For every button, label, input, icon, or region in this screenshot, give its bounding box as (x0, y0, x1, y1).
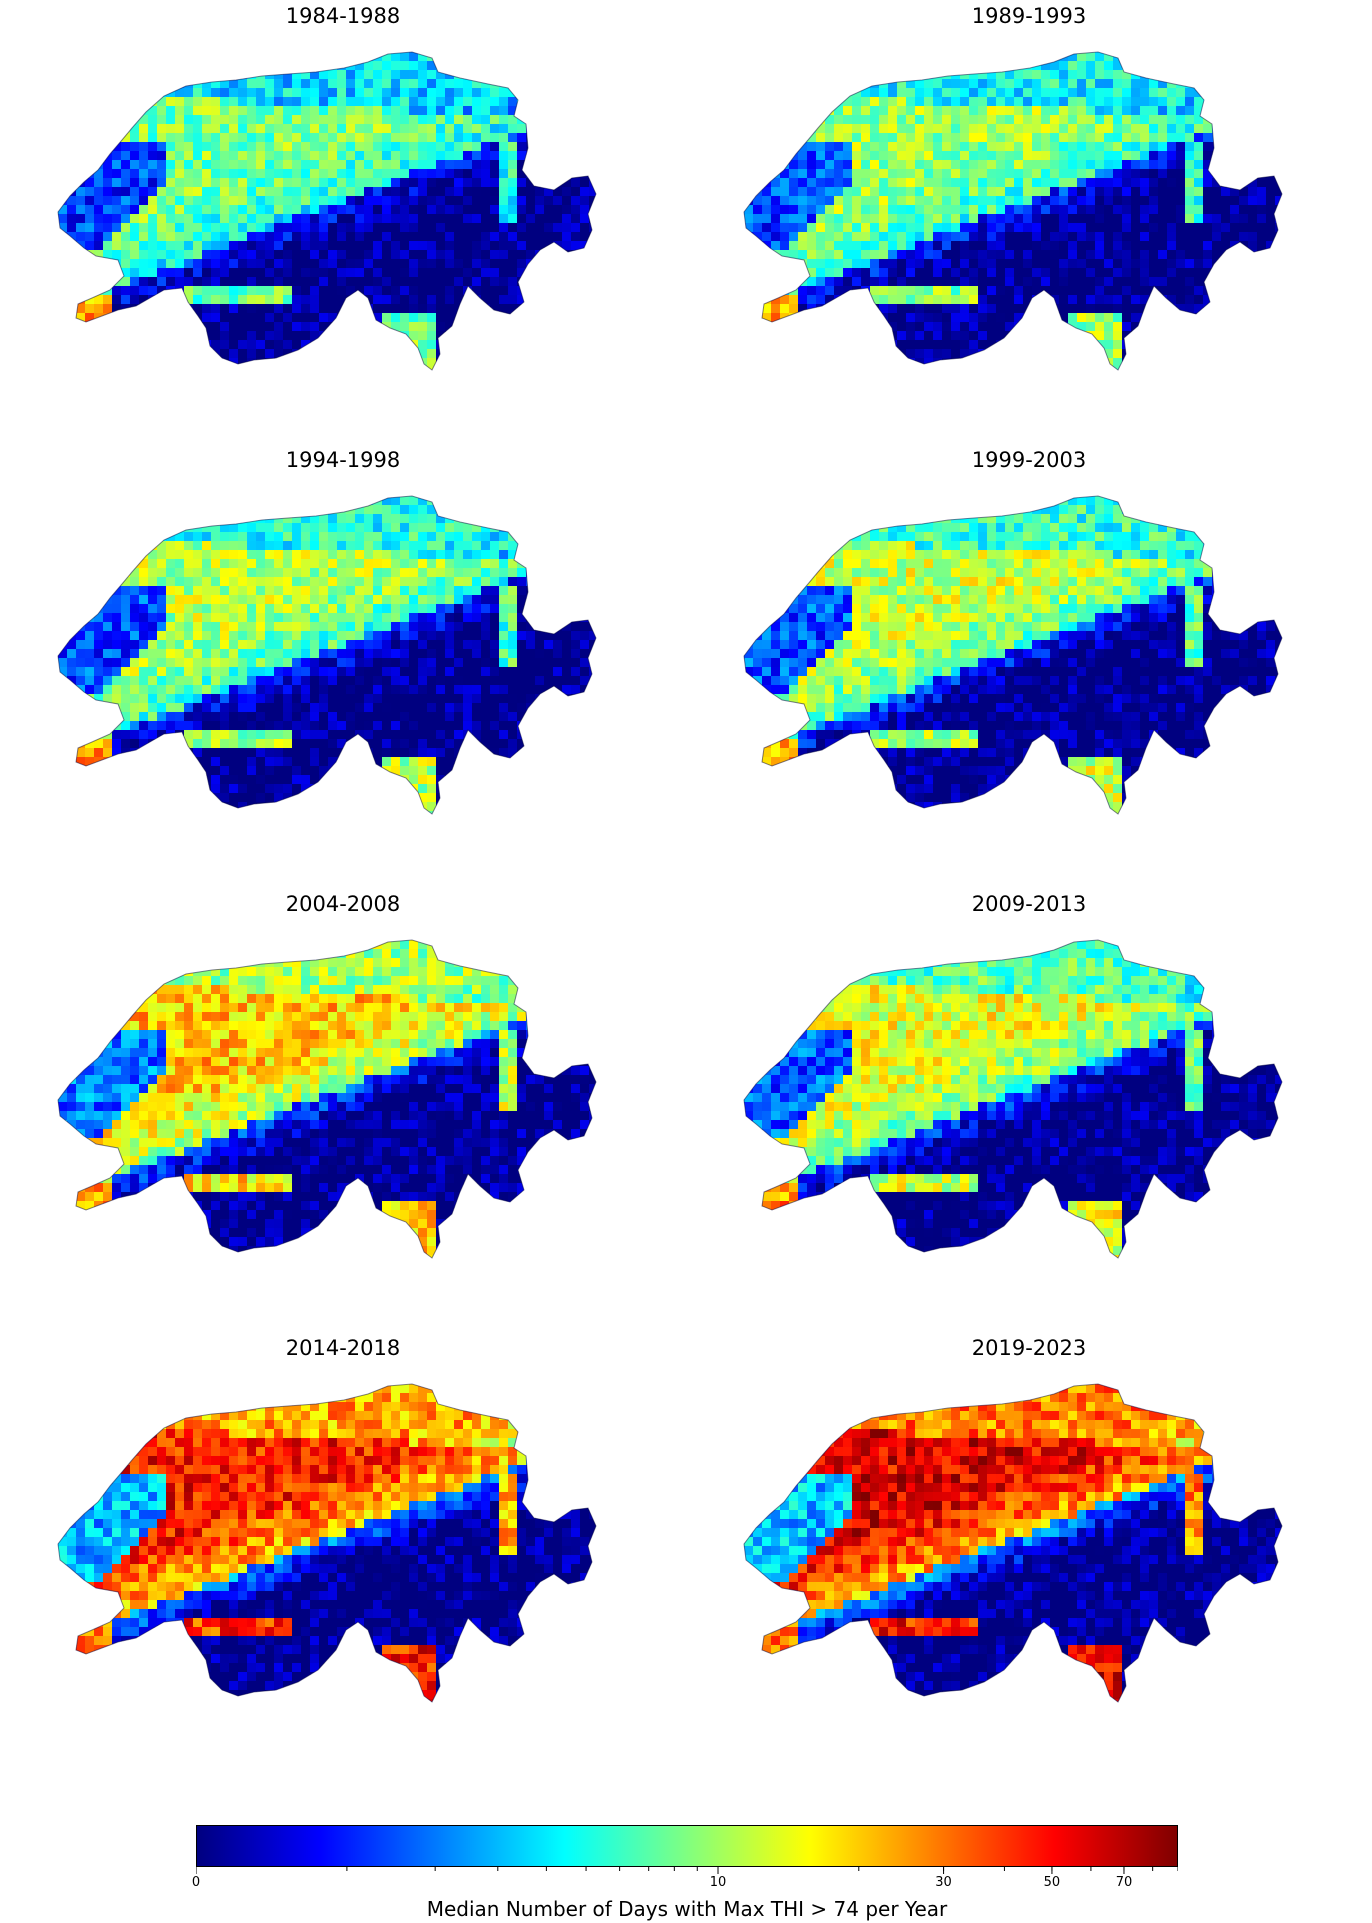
municipality-cells (58, 940, 596, 1258)
switzerland-map (743, 51, 1283, 371)
country-outline (57, 495, 597, 815)
colorbar-label: Median Number of Days with Max THI > 74 … (426, 1897, 948, 1921)
municipality-cells (744, 52, 1282, 370)
country-outline (743, 939, 1283, 1259)
municipality-cells (744, 940, 1282, 1258)
municipality-cells (744, 1384, 1282, 1702)
map-panel: 2004-2008 (0, 888, 686, 1332)
switzerland-map (57, 939, 597, 1259)
municipality-cells (58, 496, 596, 814)
municipality-cells (58, 1384, 596, 1702)
switzerland-map (743, 495, 1283, 815)
map-panel-title: 2014-2018 (285, 1336, 401, 1360)
country-outline (57, 1383, 597, 1703)
country-outline (57, 939, 597, 1259)
map-panel-title: 2004-2008 (285, 892, 401, 916)
map-panel-title: 1989-1993 (971, 4, 1087, 28)
map-panel-title: 2009-2013 (971, 892, 1087, 916)
map-panel: 1999-2003 (686, 444, 1372, 888)
map-panel: 2019-2023 (686, 1332, 1372, 1776)
map-panel-title: 1994-1998 (285, 448, 401, 472)
switzerland-map (743, 939, 1283, 1259)
map-panel-title: 1984-1988 (285, 4, 401, 28)
colorbar: 0 10 30 50 70 Median Number of Days with Max… (192, 1825, 1178, 1923)
switzerland-map (743, 1383, 1283, 1703)
colorbar-tick-label: 10 (709, 1875, 727, 1890)
colorbar-tick-label: 30 (935, 1875, 952, 1890)
map-panel: 1994-1998 (0, 444, 686, 888)
map-panel: 2014-2018 (0, 1332, 686, 1776)
country-outline (743, 495, 1283, 815)
municipality-cells (744, 496, 1282, 814)
country-outline (57, 51, 597, 371)
switzerland-map (57, 1383, 597, 1703)
switzerland-map (57, 495, 597, 815)
map-panel-title: 2019-2023 (971, 1336, 1087, 1360)
colorbar-tick-label: 0 (191, 1875, 201, 1890)
colorbar-tick-label: 50 (1043, 1875, 1061, 1890)
country-outline (743, 1383, 1283, 1703)
switzerland-map (57, 51, 597, 371)
map-panel: 2009-2013 (686, 888, 1372, 1332)
country-outline (743, 51, 1283, 371)
colorbar-tick-label: 70 (1115, 1875, 1133, 1890)
municipality-cells (58, 52, 596, 370)
colorbar-gradient (196, 1825, 1178, 1867)
map-panel-title: 1999-2003 (971, 448, 1087, 472)
map-panel: 1989-1993 (686, 0, 1372, 444)
colorbar-ticks (196, 1867, 1178, 1874)
map-panel: 1984-1988 (0, 0, 686, 444)
